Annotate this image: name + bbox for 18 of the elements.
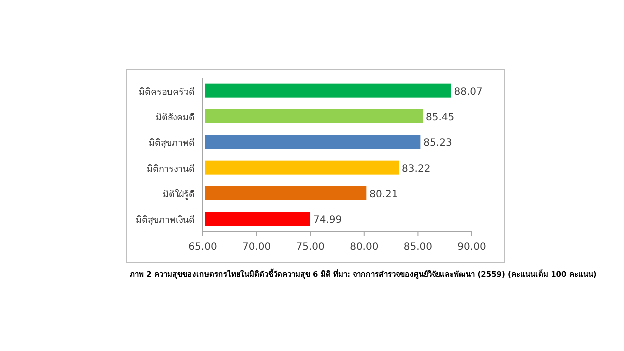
y-tick-label: มิติการงานดี xyxy=(147,164,195,175)
data-label: 74.99 xyxy=(313,215,342,226)
x-tick-label: 65.00 xyxy=(188,242,218,253)
y-tick-label: มิติครอบครัวดี xyxy=(139,86,195,98)
data-label: 80.21 xyxy=(370,190,398,200)
y-tick-label: มิติสังคมดี xyxy=(156,112,195,124)
x-tick-label: 80.00 xyxy=(350,242,379,253)
data-label: 83.22 xyxy=(402,164,431,175)
x-tick-label: 75.00 xyxy=(296,242,325,253)
data-label: 85.45 xyxy=(426,112,455,124)
data-label: 85.23 xyxy=(424,138,452,150)
y-tick-label: มิติใฝ่รู้ดี xyxy=(163,190,195,200)
data-label: 88.07 xyxy=(454,86,483,98)
y-tick-label: มิติสุขภาพเงินดี xyxy=(136,215,195,226)
x-tick-label: 70.00 xyxy=(242,242,272,253)
x-tick-label: 90.00 xyxy=(458,242,486,253)
x-tick-label: 85.00 xyxy=(404,242,433,253)
y-tick-label: มิติสุขภาพดี xyxy=(149,138,195,150)
